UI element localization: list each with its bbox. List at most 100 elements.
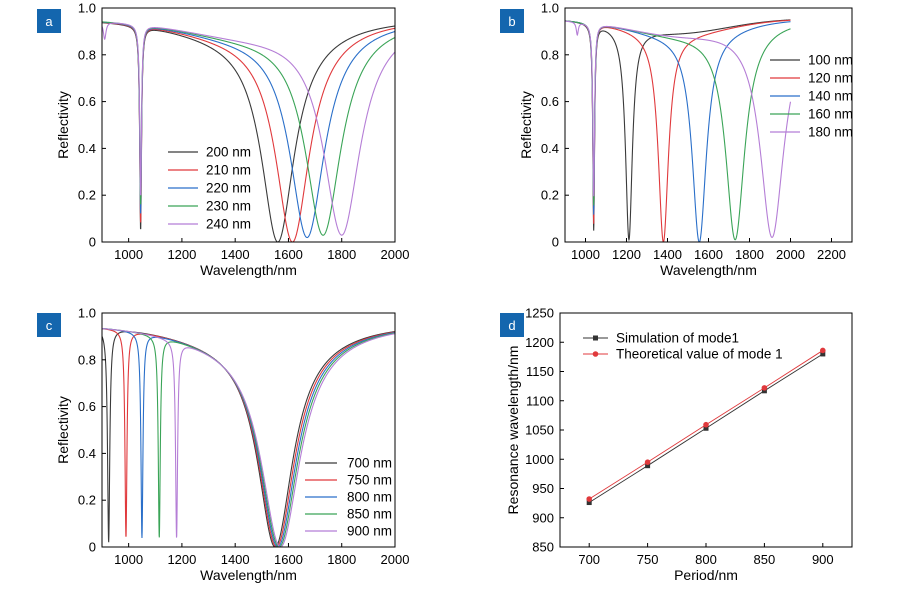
x-tick-label: 1000 <box>114 552 143 567</box>
y-tick-label: 1.0 <box>78 306 96 321</box>
data-point-square <box>645 463 651 469</box>
legend-label: 120 nm <box>808 71 853 86</box>
series-line-240-nm <box>102 22 395 236</box>
data-point-square <box>586 500 592 506</box>
y-tick-label: 850 <box>532 540 554 555</box>
legend-label: 140 nm <box>808 89 853 104</box>
x-axis-title: Wavelength/nm <box>200 567 297 583</box>
legend-label: 800 nm <box>347 490 392 505</box>
y-tick-label: 0.8 <box>541 47 559 62</box>
legend-label: 200 nm <box>206 145 251 160</box>
panel-badge-label: c <box>46 318 53 333</box>
legend-label: 750 nm <box>347 473 392 488</box>
series-line-100-nm <box>565 19 791 242</box>
y-tick-label: 0 <box>552 235 559 250</box>
series-line-140-nm <box>565 20 791 242</box>
legend: 700 nm 750 nm 800 nm 850 nm 900 nm <box>305 456 392 539</box>
legend-label: 700 nm <box>347 456 392 471</box>
x-axis-title: Wavelength/nm <box>660 262 757 278</box>
y-tick-label: 1150 <box>526 364 554 379</box>
y-tick-label: 0 <box>89 235 96 250</box>
y-tick-label: 0.4 <box>78 141 96 156</box>
panel-c: c 1000 1200 1400 1600 1800 2000 0 0.2 0.4 0.6 0.8 1.… <box>37 306 409 583</box>
y-tick-label: 0.6 <box>78 94 96 109</box>
legend-label: Theoretical value of mode 1 <box>616 347 783 362</box>
legend-label: 240 nm <box>206 217 251 232</box>
panel-badge <box>500 9 524 33</box>
y-tick-label: 950 <box>532 481 554 496</box>
x-tick-label: 1400 <box>653 247 682 262</box>
y-tick-label: 1.0 <box>541 1 559 16</box>
panel-badge <box>500 313 524 337</box>
y-axis-title: Reflectivity <box>55 91 71 159</box>
axes-frame <box>101 312 396 548</box>
x-tick-label: 1800 <box>327 552 356 567</box>
axes-frame <box>101 7 396 243</box>
x-axis-title: Period/nm <box>674 567 738 583</box>
x-tick-label: 1200 <box>167 247 196 262</box>
x-tick-label: 850 <box>754 552 776 567</box>
y-tick-label: 0.2 <box>541 188 559 203</box>
y-tick-label: 900 <box>532 510 554 525</box>
legend-label: 160 nm <box>808 107 853 122</box>
x-tick-label: 1200 <box>612 247 641 262</box>
x-tick-label: 1400 <box>221 247 250 262</box>
x-tick-label: 750 <box>637 552 659 567</box>
legend-label: 100 nm <box>808 53 853 68</box>
data-point-square <box>761 388 767 394</box>
legend-label: Simulation of mode1 <box>616 331 739 346</box>
x-tick-label: 1800 <box>327 247 356 262</box>
plot-area <box>102 327 395 547</box>
legend-label: 850 nm <box>347 507 392 522</box>
y-tick-label: 1250 <box>525 306 554 321</box>
legend-label: 900 nm <box>347 524 392 539</box>
y-tick-label: 0 <box>89 540 96 555</box>
legend-label: 220 nm <box>206 181 251 196</box>
y-tick-label: 0.8 <box>78 47 96 62</box>
x-axis-title: Wavelength/nm <box>200 262 297 278</box>
y-tick-label: 1100 <box>526 393 554 408</box>
x-tick-label: 1000 <box>114 247 143 262</box>
legend: 100 nm 120 nm 140 nm 160 nm 180 nm <box>770 53 853 140</box>
panel-badge-label: a <box>45 14 53 29</box>
data-point-circle <box>761 385 768 391</box>
legend-label: 210 nm <box>206 163 251 178</box>
panel-a: a 1000 1200 1400 1600 1800 2000 0 0.2 0.4 0.6 0.8 1.… <box>37 1 410 278</box>
y-tick-label: 1000 <box>525 452 554 467</box>
x-tick-label: 2000 <box>381 247 410 262</box>
x-tick-label: 1600 <box>694 247 723 262</box>
y-tick-label: 0.8 <box>78 352 96 367</box>
panel-badge <box>37 9 61 33</box>
plot-area <box>586 347 826 506</box>
series-line-180-nm <box>565 20 792 238</box>
x-tick-label: 1800 <box>735 247 764 262</box>
plot-area <box>102 21 395 242</box>
y-tick-label: 0.4 <box>78 446 96 461</box>
y-axis-title: Resonance wavelength/nm <box>505 346 521 515</box>
y-axis-title: Reflectivity <box>518 91 534 159</box>
series-line-210-nm <box>102 21 395 242</box>
x-tick-label: 1600 <box>274 247 303 262</box>
legend-marker <box>593 335 598 341</box>
y-tick-label: 0.2 <box>78 188 96 203</box>
series-line-900-nm <box>102 327 395 547</box>
y-tick-label: 1050 <box>525 423 554 438</box>
series-line-220-nm <box>102 21 395 239</box>
legend-label: 230 nm <box>206 199 251 214</box>
data-point-circle <box>644 459 651 465</box>
panel-b: b 1000 1200 1400 1600 1800 2000 2200 0 0.2 0.4 0.6 0… <box>500 1 853 278</box>
series-line-120-nm <box>565 19 791 242</box>
x-tick-label: 1000 <box>571 247 600 262</box>
legend: 200 nm 210 nm 220 nm 230 nm 240 nm <box>168 145 251 232</box>
y-tick-label: 1200 <box>525 335 554 350</box>
x-tick-label: 1200 <box>167 552 196 567</box>
series-line-160-nm <box>565 20 791 241</box>
data-point-circle <box>820 347 826 354</box>
x-tick-label: 900 <box>812 552 834 567</box>
legend-label: 180 nm <box>808 125 853 140</box>
panel-badge-label: d <box>508 318 515 333</box>
y-tick-label: 0.6 <box>541 94 559 109</box>
panel-badge <box>37 313 61 337</box>
y-tick-label: 1.0 <box>78 1 96 16</box>
